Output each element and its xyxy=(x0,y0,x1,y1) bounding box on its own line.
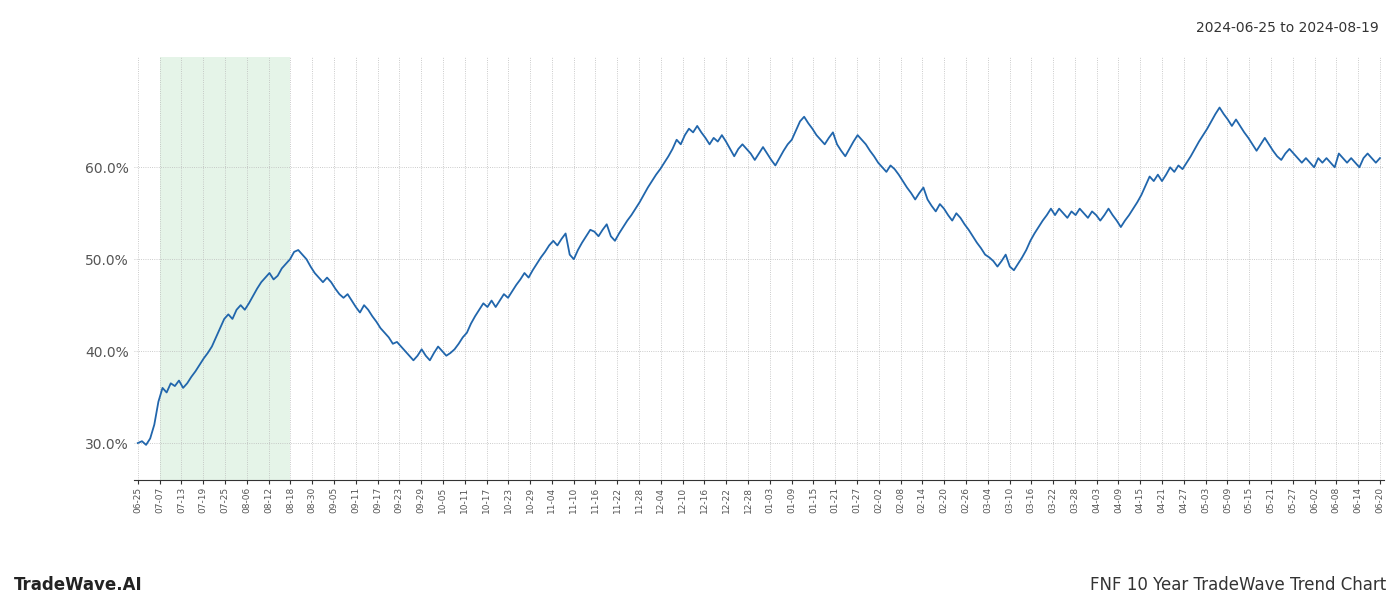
Text: TradeWave.AI: TradeWave.AI xyxy=(14,576,143,594)
Text: FNF 10 Year TradeWave Trend Chart: FNF 10 Year TradeWave Trend Chart xyxy=(1089,576,1386,594)
Bar xyxy=(160,57,290,480)
Text: 2024-06-25 to 2024-08-19: 2024-06-25 to 2024-08-19 xyxy=(1196,21,1379,35)
